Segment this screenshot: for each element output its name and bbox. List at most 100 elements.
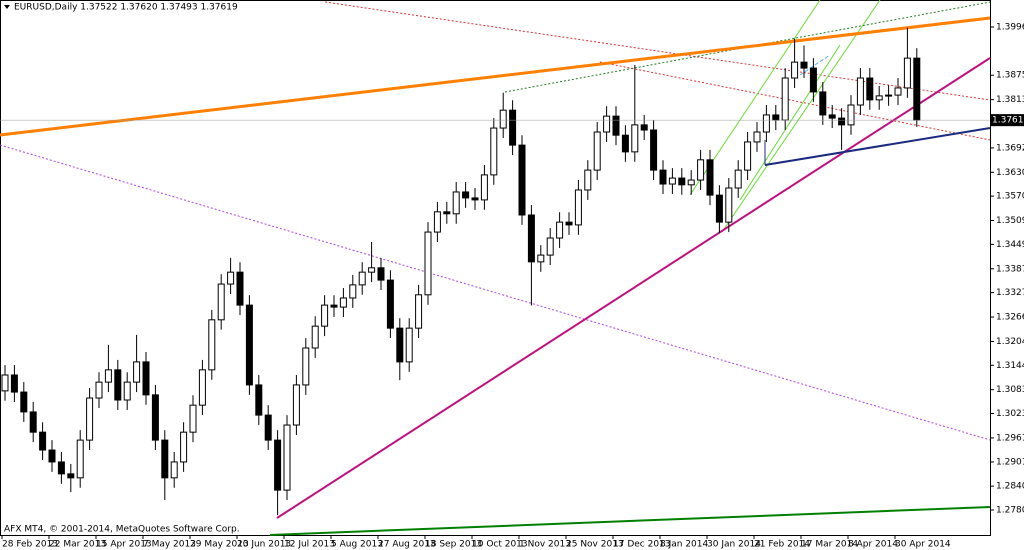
y-tick-label: 1.29010 — [996, 457, 1024, 467]
candle-body — [584, 169, 592, 191]
trend-line — [269, 506, 991, 536]
y-tick-label: 1.28400 — [996, 482, 1024, 492]
candle-body — [29, 411, 37, 433]
candle-body — [415, 294, 423, 329]
candle-body — [264, 414, 272, 441]
candle-body — [762, 114, 770, 133]
x-tick-label: 10 Oct 2013 — [472, 540, 528, 550]
x-tick-label: 29 May 2013 — [190, 540, 249, 550]
candle-body — [274, 439, 282, 491]
candle-body — [180, 431, 188, 463]
y-tick-label: 1.33875 — [996, 264, 1024, 274]
candle-body — [556, 221, 564, 239]
candle-body — [734, 169, 742, 189]
x-tick-label: 5 Aug 2013 — [331, 540, 383, 550]
candle-body — [885, 94, 893, 97]
candle-body — [255, 384, 263, 416]
candle-body — [753, 131, 761, 143]
candle-body — [377, 267, 385, 281]
candle-body — [875, 95, 883, 101]
candle-body — [640, 124, 648, 131]
x-tick-label: 17 Dec 2013 — [613, 540, 671, 550]
x-tick-label: 12 Jul 2013 — [284, 540, 335, 550]
y-tick-label: 1.32660 — [996, 313, 1024, 323]
channel-line — [721, 0, 881, 233]
candle-body — [114, 369, 122, 401]
candle-body — [894, 87, 902, 96]
candle-body — [142, 361, 150, 396]
candle-body — [349, 284, 357, 299]
candle-body — [330, 304, 338, 308]
candle-body — [462, 191, 470, 199]
candle-body — [95, 381, 103, 399]
candle-body — [86, 397, 94, 441]
candle-body — [104, 369, 112, 383]
menu-arrow — [4, 5, 10, 9]
y-tick-label: 1.36920 — [996, 143, 1024, 153]
candle-body — [208, 319, 216, 371]
candle-body — [480, 174, 488, 201]
trend-line — [0, 16, 991, 137]
candle-body — [612, 115, 620, 136]
candle-body — [358, 271, 366, 286]
channel-line — [799, 54, 831, 76]
candle-body — [151, 394, 159, 441]
candle-body — [838, 117, 846, 126]
price-label-box — [990, 114, 1024, 127]
candle-body — [518, 144, 526, 216]
candle-body — [368, 267, 376, 273]
channel-line — [739, 44, 841, 201]
candle-body — [574, 189, 582, 226]
y-tick-label: 1.33275 — [996, 288, 1024, 298]
y-tick-label: 1.38135 — [996, 95, 1024, 105]
candle-body — [687, 179, 695, 186]
trend-lines — [0, 0, 991, 536]
y-tick-label: 1.34490 — [996, 240, 1024, 250]
x-tick-label: 15 Apr 2013 — [96, 540, 152, 550]
y-tick-label: 1.35705 — [996, 192, 1024, 202]
candle-body — [593, 131, 601, 171]
candle-body — [339, 297, 347, 308]
candle-body — [866, 77, 874, 101]
plot-frame — [0, 0, 991, 536]
candle-body — [527, 214, 535, 263]
candle-body — [913, 57, 921, 121]
candle-body — [123, 381, 131, 401]
candle-body — [715, 194, 723, 223]
y-tick-label: 1.29615 — [996, 433, 1024, 443]
candle-body — [509, 109, 517, 146]
candle-body — [697, 159, 705, 181]
y-tick-label: 1.39965 — [996, 22, 1024, 32]
x-tick-label: 28 Feb 2013 — [2, 540, 58, 550]
candle-body — [706, 159, 714, 196]
candle-body — [828, 114, 836, 119]
candle-body — [433, 211, 441, 233]
candle-body — [856, 77, 864, 106]
x-tick-label: 18 Sep 2013 — [425, 540, 482, 550]
candle-body — [396, 327, 404, 363]
candle-body — [668, 177, 676, 185]
candle-body — [236, 271, 244, 306]
candle-body — [321, 304, 329, 327]
candle-body — [1, 374, 9, 392]
candle-body — [903, 57, 911, 89]
candle-body — [678, 177, 686, 186]
candle-body — [292, 384, 300, 426]
trend-line — [0, 144, 991, 441]
candle-body — [659, 169, 667, 185]
y-tick-label: 1.30230 — [996, 409, 1024, 419]
candle-body — [452, 191, 460, 215]
candle-body — [809, 67, 817, 93]
candle-body — [227, 271, 235, 285]
candle-body — [650, 129, 658, 171]
x-tick-label: 27 Aug 2013 — [378, 540, 436, 550]
y-tick-label: 1.32045 — [996, 337, 1024, 347]
candle-body — [133, 361, 141, 383]
y-tick-label: 1.31445 — [996, 361, 1024, 371]
candle-body — [772, 114, 780, 121]
candle-body — [490, 127, 498, 176]
candle-body — [57, 461, 65, 475]
x-tick-label: 7 May 2013 — [143, 540, 196, 550]
candle-body — [847, 104, 855, 126]
